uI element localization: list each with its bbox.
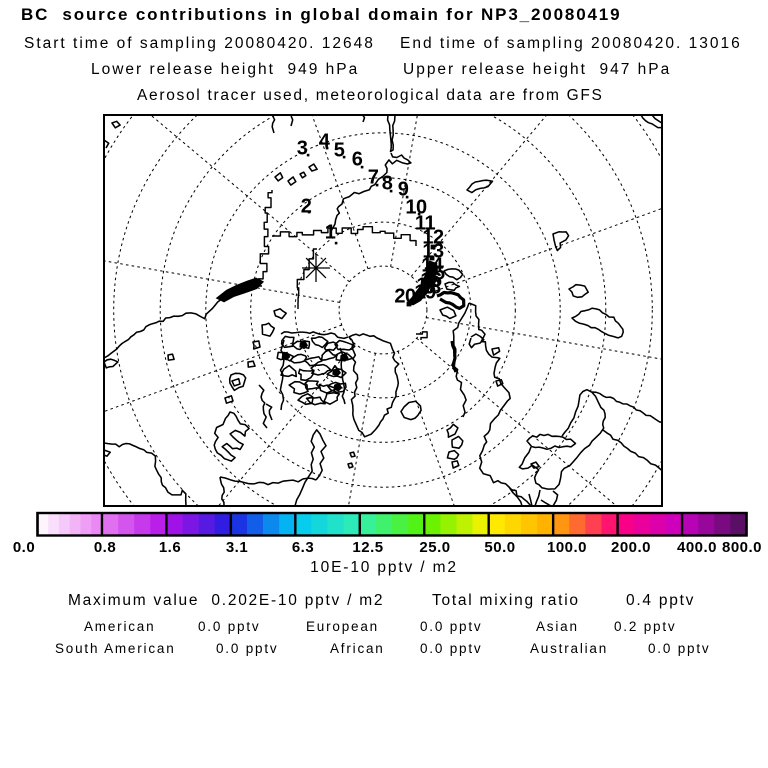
svg-text:16: 16: [420, 270, 442, 292]
svg-text:1: 1: [325, 222, 336, 244]
svg-text:6: 6: [352, 149, 363, 171]
svg-text:2: 2: [301, 196, 312, 218]
svg-text:14: 14: [421, 255, 444, 277]
svg-text:11: 11: [415, 213, 436, 235]
svg-text:13: 13: [422, 241, 444, 263]
svg-text:4: 4: [319, 131, 331, 153]
svg-text:10: 10: [405, 197, 427, 219]
svg-text:12: 12: [422, 227, 444, 249]
svg-text:18: 18: [419, 277, 441, 299]
svg-text:7: 7: [368, 167, 379, 189]
svg-text:20: 20: [394, 286, 416, 308]
svg-text:19: 19: [414, 282, 436, 304]
svg-text:5: 5: [334, 140, 345, 162]
svg-text:9: 9: [398, 179, 409, 201]
svg-text:8: 8: [382, 173, 393, 195]
svg-text:15: 15: [423, 263, 445, 285]
svg-text:3: 3: [297, 138, 308, 160]
svg-text:17: 17: [416, 275, 438, 297]
